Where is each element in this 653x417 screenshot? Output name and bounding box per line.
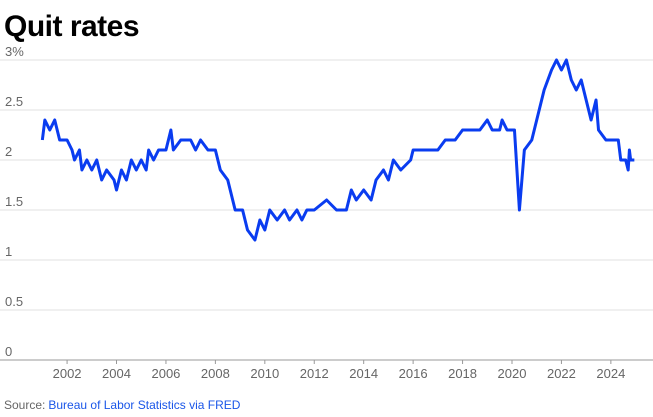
x-tick-label: 2008 xyxy=(201,366,230,381)
x-tick-label: 2020 xyxy=(498,366,527,381)
x-tick-label: 2016 xyxy=(399,366,428,381)
source-link[interactable]: Bureau of Labor Statistics via FRED xyxy=(48,398,240,412)
y-tick-label: 2 xyxy=(5,144,12,159)
x-tick-label: 2014 xyxy=(349,366,378,381)
line xyxy=(40,58,635,242)
y-tick-label: 1.5 xyxy=(5,194,23,209)
x-tick-label: 2010 xyxy=(250,366,279,381)
x-tick-label: 2024 xyxy=(596,366,625,381)
x-tick-label: 2006 xyxy=(151,366,180,381)
x-tick-label: 2002 xyxy=(53,366,82,381)
y-tick-label: 3% xyxy=(5,44,24,59)
x-tick-label: 2018 xyxy=(448,366,477,381)
y-tick-label: 1 xyxy=(5,244,12,259)
chart-title: Quit rates xyxy=(4,10,139,43)
x-tick-label: 2012 xyxy=(300,366,329,381)
x-tick-label: 2022 xyxy=(547,366,576,381)
source-label: Source: xyxy=(4,398,45,412)
y-tick-label: 2.5 xyxy=(5,94,23,109)
y-tick-label: 0 xyxy=(5,344,12,359)
y-tick-label: 0.5 xyxy=(5,294,23,309)
source: Source: Bureau of Labor Statistics via FR… xyxy=(4,398,241,412)
x-tick-label: 2004 xyxy=(102,366,131,381)
